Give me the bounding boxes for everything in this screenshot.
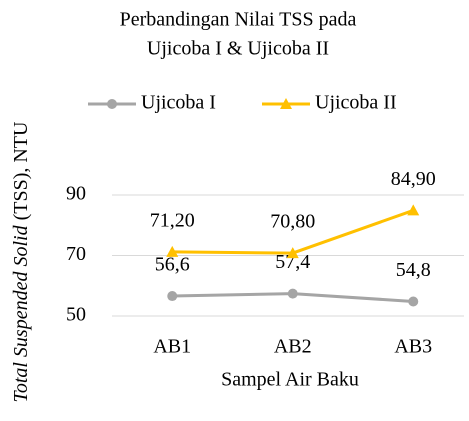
marker — [286, 247, 299, 259]
data-label: 84,90 — [391, 168, 436, 190]
y-axis-label-part: Total Suspended Solid — [10, 224, 32, 402]
legend-label: Ujicoba II — [315, 92, 397, 114]
marker — [107, 99, 117, 109]
marker — [408, 296, 419, 307]
marker — [166, 245, 179, 257]
data-label: 57,4 — [275, 251, 310, 273]
y-tick-label: 90 — [66, 183, 86, 205]
data-label: 54,8 — [396, 259, 431, 281]
y-tick-label: 50 — [66, 304, 86, 326]
x-tick-label: AB2 — [274, 336, 312, 358]
marker — [287, 288, 298, 299]
marker — [407, 204, 420, 216]
x-tick-label: AB1 — [153, 336, 191, 358]
y-axis-label: Total Suspended Solid (TSS), NTU — [10, 121, 32, 403]
y-tick-label: 70 — [66, 243, 86, 265]
y-axis-label-part: (TSS), NTU — [10, 121, 32, 220]
legend-label: Ujicoba I — [141, 92, 216, 114]
x-axis-label: Sampel Air Baku — [221, 369, 359, 391]
chart-title: Ujicoba I & Ujicoba II — [147, 38, 329, 60]
data-label: 70,80 — [270, 211, 315, 233]
data-label: 71,20 — [150, 209, 195, 231]
marker — [167, 291, 178, 302]
chart-title: Perbandingan Nilai TSS pada — [120, 9, 357, 31]
data-label: 56,6 — [155, 254, 190, 276]
marker — [280, 98, 292, 109]
x-tick-label: AB3 — [394, 336, 432, 358]
